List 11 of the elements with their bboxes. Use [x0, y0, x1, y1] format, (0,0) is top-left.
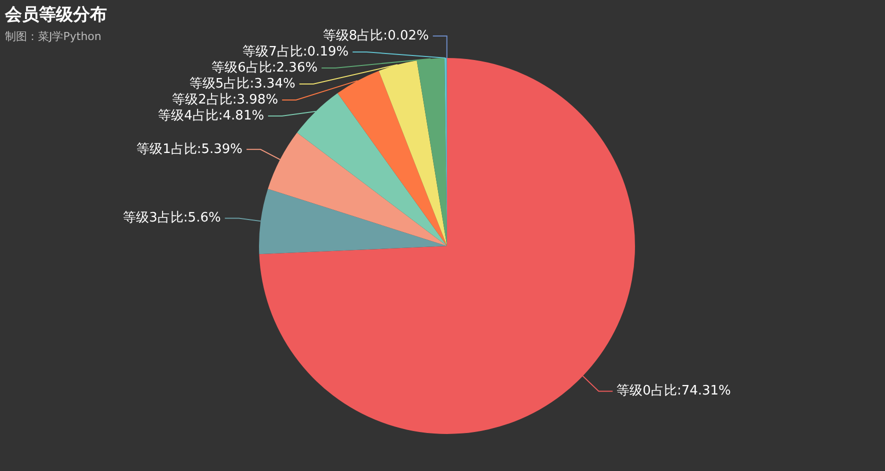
slice-label: 等级1占比:5.39% — [136, 142, 243, 157]
slice-label: 等级7占比:0.19% — [242, 44, 349, 60]
chart-title: 会员等级分布 — [5, 4, 107, 26]
slice-label: 等级6占比:2.36% — [212, 60, 318, 76]
slice-label: 等级5占比:3.34% — [189, 76, 296, 92]
slice-label: 等级3占比:5.6% — [123, 210, 221, 226]
slice-label: 等级2占比:3.98% — [172, 92, 278, 108]
chart-subtitle: 制图：菜J学Python — [5, 29, 102, 44]
slice-label: 等级8占比:0.02% — [322, 28, 429, 44]
slice-label: 等级4占比:4.81% — [158, 108, 264, 124]
slice-label: 等级0占比:74.31% — [616, 384, 731, 399]
